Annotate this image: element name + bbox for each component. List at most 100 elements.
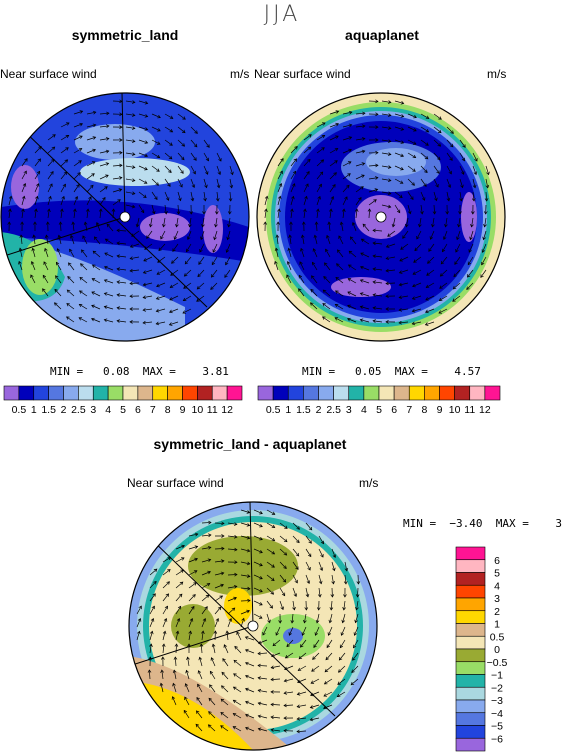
wind-vector [81, 249, 88, 258]
wind-vector [425, 295, 435, 301]
wind-vector [151, 204, 155, 214]
wind-arrowhead [461, 157, 465, 162]
wind-vector [196, 697, 203, 706]
wind-arrowhead [400, 127, 405, 131]
wind-vector [138, 100, 148, 104]
wind-arrowhead [33, 221, 37, 225]
wind-vector [355, 125, 365, 128]
wind-vector [73, 148, 82, 154]
wind-vector [188, 558, 198, 563]
wind-vector [483, 230, 487, 240]
wind-arrowhead [158, 247, 162, 252]
wind-arrowhead [348, 110, 353, 115]
wind-arrowhead [116, 228, 120, 233]
wind-vector [373, 281, 383, 284]
wind-arrowhead [413, 114, 417, 119]
wind-arrowhead [191, 605, 195, 610]
wind-vector [54, 302, 62, 310]
wind-arrowhead [387, 100, 392, 104]
wind-vector [214, 618, 219, 628]
wind-vector [276, 235, 279, 245]
colorbar-swatch [152, 385, 168, 401]
wind-arrowhead [457, 223, 461, 228]
wind-arrowhead [165, 593, 170, 597]
wind-vector [164, 126, 173, 133]
wind-arrowhead [387, 178, 392, 182]
wind-arrowhead [93, 236, 98, 240]
wind-vector [381, 100, 391, 103]
wind-arrowhead [330, 594, 335, 598]
wind-vector [188, 594, 196, 602]
wind-vector [329, 172, 337, 180]
wind-arrowhead [164, 605, 168, 610]
wind-arrowhead [91, 317, 95, 322]
wind-vector [368, 177, 378, 180]
wind-arrowhead [194, 545, 199, 549]
wind-vector [156, 308, 166, 312]
wind-arrowhead [196, 696, 200, 701]
wind-arrowhead [331, 580, 335, 585]
wind-arrowhead [360, 186, 364, 190]
wind-arrowhead [274, 260, 278, 265]
wind-vector [220, 698, 229, 706]
wind-arrowhead [196, 298, 200, 302]
wind-arrowhead [194, 557, 198, 562]
wind-arrowhead [375, 163, 379, 168]
wind-arrowhead [292, 170, 297, 175]
wind-arrowhead [385, 320, 389, 324]
wind-arrowhead [347, 304, 351, 309]
wind-vector [149, 618, 154, 628]
wind-arrowhead [153, 568, 158, 573]
wind-vector [305, 587, 309, 597]
wind-vector [351, 665, 359, 673]
wind-arrowhead [49, 183, 53, 187]
wind-vector [373, 268, 383, 271]
wind-arrowhead [179, 183, 183, 188]
wind-vector [428, 243, 435, 252]
wind-vector [279, 522, 288, 529]
wind-vector [301, 235, 305, 245]
wind-arrowhead [102, 196, 106, 201]
wind-vector [112, 164, 122, 167]
wind-arrowhead [233, 659, 238, 664]
wind-vector [353, 639, 359, 648]
wind-vector [412, 295, 422, 300]
wind-arrowhead [400, 166, 404, 171]
wind-vector [394, 139, 404, 144]
colorbar-swatch [197, 385, 213, 401]
colorbar-tick-label: 1 [494, 619, 500, 631]
wind-vector [99, 174, 109, 180]
wind-vector [290, 183, 295, 193]
wind-arrowhead [413, 128, 417, 132]
wind-vector [342, 613, 346, 623]
wind-arrowhead [169, 142, 173, 146]
wind-vector [318, 561, 323, 571]
wind-arrowhead [271, 524, 276, 528]
wind-arrowhead [179, 581, 184, 586]
wind-vector [186, 670, 190, 680]
wind-arrowhead [52, 134, 56, 138]
wind-vector [484, 217, 487, 227]
wind-arrowhead [169, 297, 173, 301]
wind-arrowhead [91, 291, 95, 295]
wind-arrowhead [270, 728, 275, 732]
wind-arrowhead [329, 208, 333, 212]
wind-arrowhead [233, 596, 237, 601]
wind-vector [170, 269, 179, 276]
wind-arrowhead [315, 619, 320, 624]
colorbar-tick-label: 12 [221, 404, 233, 416]
wind-arrowhead [245, 700, 249, 705]
wind-vector [304, 613, 307, 623]
colorbar-tick-label: −5 [491, 721, 503, 733]
wind-arrowhead [168, 309, 173, 314]
wind-vector [170, 282, 179, 288]
colorbar-swatch [455, 725, 486, 739]
wind-arrowhead [308, 540, 312, 544]
wind-vector [229, 191, 232, 201]
wind-arrowhead [372, 228, 376, 233]
wind-vector [212, 243, 218, 253]
colorbar-tick-label: 6 [135, 404, 141, 416]
wind-vector [452, 295, 461, 302]
colorbar-1: 0.5 1 1.5 2 2.5 3 4 5 6 7 8 9 10 11 12 [3, 385, 243, 416]
wind-arrowhead [448, 170, 452, 175]
